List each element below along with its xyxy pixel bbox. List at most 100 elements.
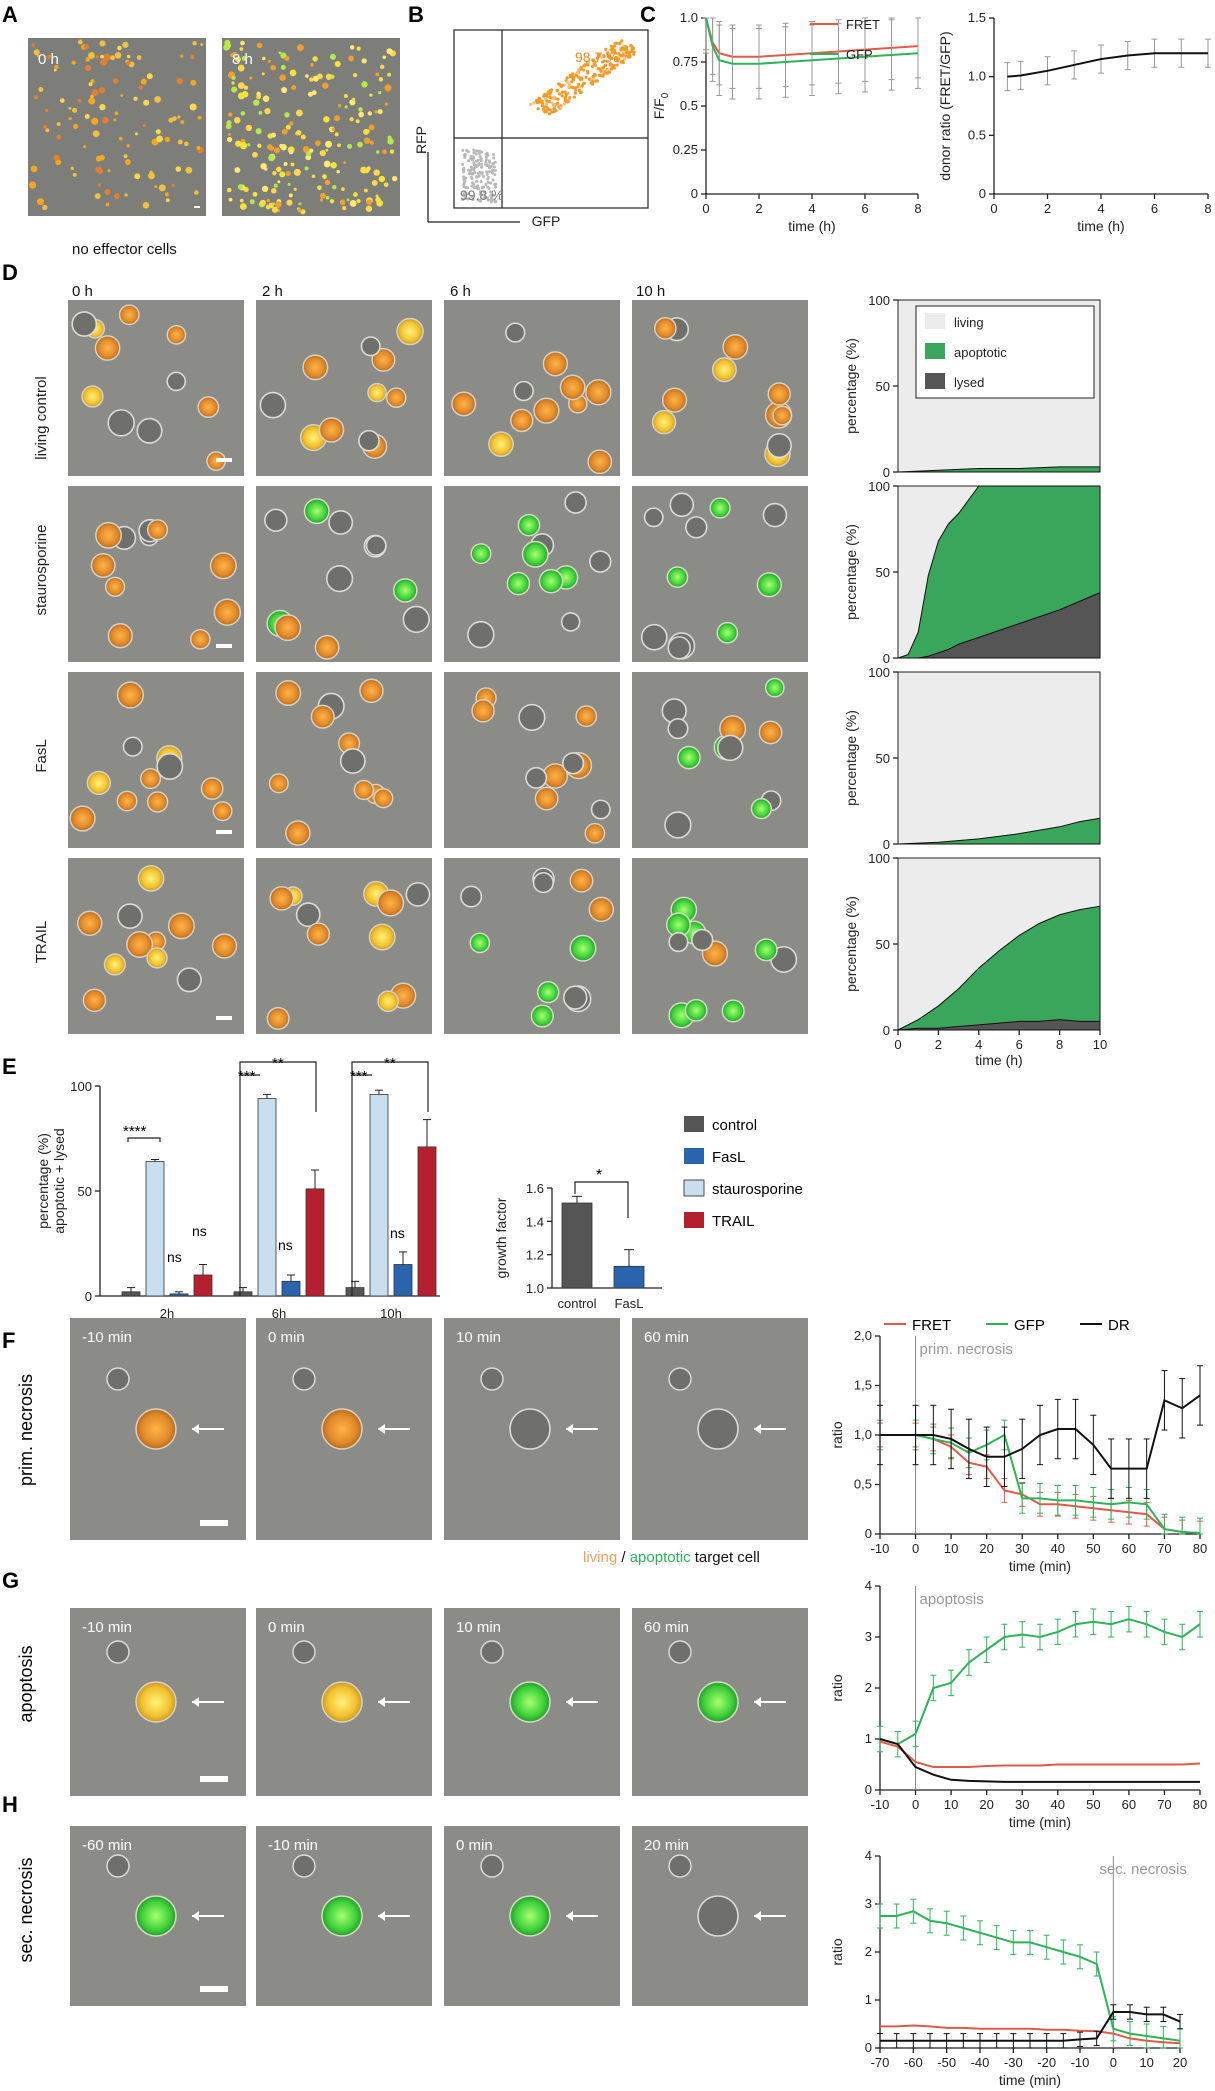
- cell-dot: [97, 183, 101, 187]
- cell-dot: [77, 98, 82, 103]
- cell-ghost: [560, 612, 581, 632]
- sig-bracket-growth: [574, 1181, 629, 1218]
- cell-orange: [661, 387, 688, 413]
- cell-dot: [233, 116, 241, 124]
- cell-dot: [142, 123, 146, 128]
- y-tick-label: 0.25: [673, 142, 698, 157]
- cell-ghost: [664, 811, 692, 839]
- y-tick-label: 1.2: [526, 1248, 544, 1263]
- x-tick-label: FasL: [615, 1296, 644, 1311]
- cell-dot: [366, 199, 372, 205]
- bar-trail: [417, 1146, 437, 1297]
- flow-event: [556, 101, 560, 105]
- y-tick-label: 0: [883, 837, 890, 852]
- panel-a-images: 0 h 8 h: [28, 38, 400, 216]
- cell-dot: [142, 202, 150, 209]
- cell-dot: [331, 127, 335, 132]
- y-axis-label: ratio: [829, 1421, 845, 1448]
- cell-dot: [310, 62, 314, 67]
- cell-orange: [190, 628, 211, 650]
- y-tick-label: 1,0: [854, 1427, 872, 1442]
- x-tick-label: 10: [944, 1541, 958, 1556]
- sig-ns-10h: ns: [390, 1225, 405, 1241]
- x-tick-label: 2: [755, 201, 762, 216]
- cell-ghost: [668, 1367, 692, 1391]
- cell-dot: [364, 188, 368, 193]
- f-legend-fret: FRET: [912, 1317, 951, 1334]
- cell-dot: [240, 40, 245, 46]
- flow-event: [589, 81, 593, 85]
- cell-orange: [542, 351, 569, 377]
- cell-dot: [378, 90, 382, 95]
- cell-dot: [382, 55, 387, 60]
- sig-10h-b: **: [384, 1055, 396, 1072]
- cell-dot: [190, 79, 197, 86]
- flow-event: [484, 160, 488, 164]
- cell-dot: [293, 168, 301, 176]
- sig-bracket-6h-b: [239, 1061, 317, 1296]
- cell-ghost: [589, 550, 612, 573]
- cell-dot: [289, 121, 294, 126]
- y-tick-label: 1.5: [968, 10, 986, 25]
- cell-green: [536, 980, 560, 1004]
- flow-event: [609, 44, 613, 48]
- cell-dot: [341, 187, 345, 191]
- bar-fasl: [281, 1280, 301, 1297]
- cell-dot: [113, 118, 117, 122]
- cell-dot: [226, 136, 233, 143]
- cell-dot: [95, 166, 102, 173]
- cell-dot: [148, 172, 155, 180]
- cell-orange: [451, 391, 477, 417]
- sig-bracket-2h: [127, 1137, 161, 1142]
- cell-orange: [314, 634, 340, 660]
- cell-orange: [353, 779, 375, 801]
- cell-dot: [241, 56, 247, 61]
- cell-dot: [304, 166, 309, 171]
- cell-orange: [211, 933, 238, 959]
- cell-dot: [375, 194, 379, 198]
- d-row-living-control: living control: [33, 376, 50, 459]
- flow-event: [559, 105, 563, 109]
- cell-dot: [249, 76, 253, 80]
- bar-trail: [305, 1188, 325, 1297]
- caption-living: living: [583, 1549, 617, 1566]
- cell-dot: [349, 117, 354, 122]
- cell-dot: [315, 140, 321, 146]
- cell-ghost: [176, 967, 202, 993]
- time-label: 60 min: [644, 1329, 689, 1346]
- flow-event: [552, 104, 556, 108]
- flow-event: [466, 186, 470, 190]
- cell-dot: [253, 99, 260, 106]
- cell-dot: [107, 169, 111, 173]
- cell-dot: [355, 119, 360, 124]
- e-legend-trail: TRAIL: [712, 1213, 755, 1230]
- cell-green: [666, 566, 689, 588]
- flow-event: [484, 182, 488, 186]
- cell-orange: [772, 405, 793, 426]
- cell-dot: [309, 77, 314, 82]
- cell-dot: [54, 64, 59, 70]
- cell-ghost: [532, 872, 554, 894]
- y-tick-label: 1.0: [680, 10, 698, 25]
- cell-ghost: [685, 516, 708, 539]
- flow-event: [492, 165, 496, 169]
- y-tick-label: 100: [70, 1079, 92, 1094]
- cell-dot: [28, 181, 37, 189]
- x-tick-label: 20: [979, 1797, 993, 1812]
- y-tick-label: 100: [868, 293, 890, 308]
- flow-event: [467, 168, 471, 172]
- cell-dot: [239, 47, 244, 51]
- scale-bar: [200, 1776, 228, 1782]
- cell-orange: [268, 773, 289, 794]
- x-tick-label: -10: [1071, 2055, 1090, 2070]
- flow-event: [549, 89, 553, 93]
- flow-event: [489, 181, 493, 185]
- cell-dot: [164, 136, 171, 143]
- cell-green: [754, 938, 778, 962]
- cell-dot: [237, 184, 244, 190]
- flow-event: [541, 107, 545, 111]
- flow-event: [596, 66, 600, 71]
- flow-event: [476, 171, 480, 175]
